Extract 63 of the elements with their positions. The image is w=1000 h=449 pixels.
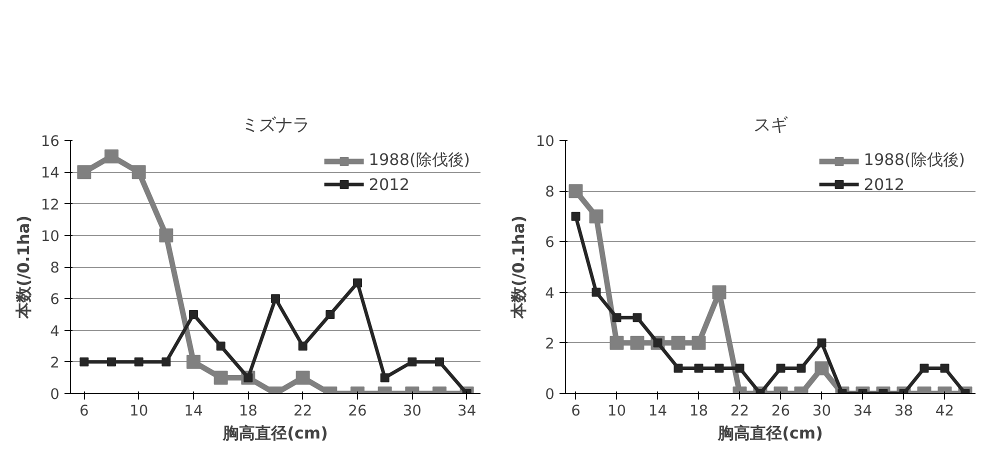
point [214, 370, 228, 385]
chart-title: ミズナラ [242, 116, 310, 136]
x-tick-label: 18 [689, 402, 708, 420]
point [186, 354, 200, 369]
x-tick-label: 22 [730, 402, 750, 420]
x-tick-label: 22 [294, 402, 312, 420]
y-axis-title: 本数(/0.1ha) [14, 216, 33, 320]
x-tick-label: 6 [571, 402, 580, 420]
point [107, 357, 116, 366]
y-tick-label: 16 [40, 133, 60, 150]
x-tick-label: 10 [607, 402, 626, 420]
y-tick-label: 2 [50, 354, 60, 372]
legend-label: 1988(除伐後) [864, 150, 965, 171]
y-tick-label: 8 [545, 184, 555, 201]
y-tick-label: 2 [545, 335, 555, 352]
point [132, 165, 146, 180]
x-tick-label: 14 [648, 402, 668, 420]
x-tick-label: 6 [80, 402, 89, 420]
legend-label: 1988(除伐後) [368, 150, 470, 171]
x-tick-label: 18 [238, 402, 258, 420]
x-tick-label: 26 [348, 402, 367, 420]
chart-title: スギ [754, 116, 788, 136]
x-axis-title: 胸高直径(cm) [222, 424, 328, 442]
point [80, 357, 89, 366]
point [134, 357, 144, 366]
x-tick-label: 38 [894, 402, 914, 420]
x-tick-label: 42 [935, 402, 954, 420]
point [298, 342, 308, 351]
y-tick-label: 10 [536, 133, 555, 150]
y-tick-label: 6 [545, 234, 555, 252]
point [159, 228, 174, 242]
y-tick-label: 4 [50, 322, 60, 340]
x-tick-label: 34 [853, 402, 872, 420]
x-tick-label: 10 [130, 402, 148, 420]
x-tick-label: 34 [458, 402, 476, 420]
point [104, 149, 118, 164]
point [326, 310, 335, 319]
x-tick-label: 14 [184, 402, 203, 420]
y-tick-label: 14 [40, 164, 60, 182]
y-tick-label: 0 [50, 386, 60, 403]
point [189, 310, 198, 319]
y-axis-title: 本数(/0.1ha) [508, 216, 528, 320]
point [162, 357, 171, 366]
point [353, 278, 362, 288]
point [271, 294, 280, 304]
point [296, 370, 310, 385]
y-tick-label: 12 [40, 196, 60, 214]
y-tick-label: 0 [545, 386, 555, 403]
x-tick-label: 30 [402, 402, 422, 420]
legend-label: 2012 [864, 174, 905, 194]
point [380, 373, 390, 382]
point [408, 357, 417, 366]
legend-label: 2012 [368, 174, 410, 194]
x-tick-label: 30 [812, 402, 832, 420]
point [216, 342, 226, 351]
y-tick-label: 8 [50, 260, 60, 276]
x-axis-title: 胸高直径(cm) [717, 424, 823, 442]
x-tick-label: 26 [771, 402, 790, 420]
y-tick-label: 10 [40, 228, 60, 245]
point [77, 165, 92, 180]
point [435, 357, 444, 366]
y-tick-label: 4 [545, 284, 555, 302]
y-tick-label: 6 [50, 291, 60, 308]
